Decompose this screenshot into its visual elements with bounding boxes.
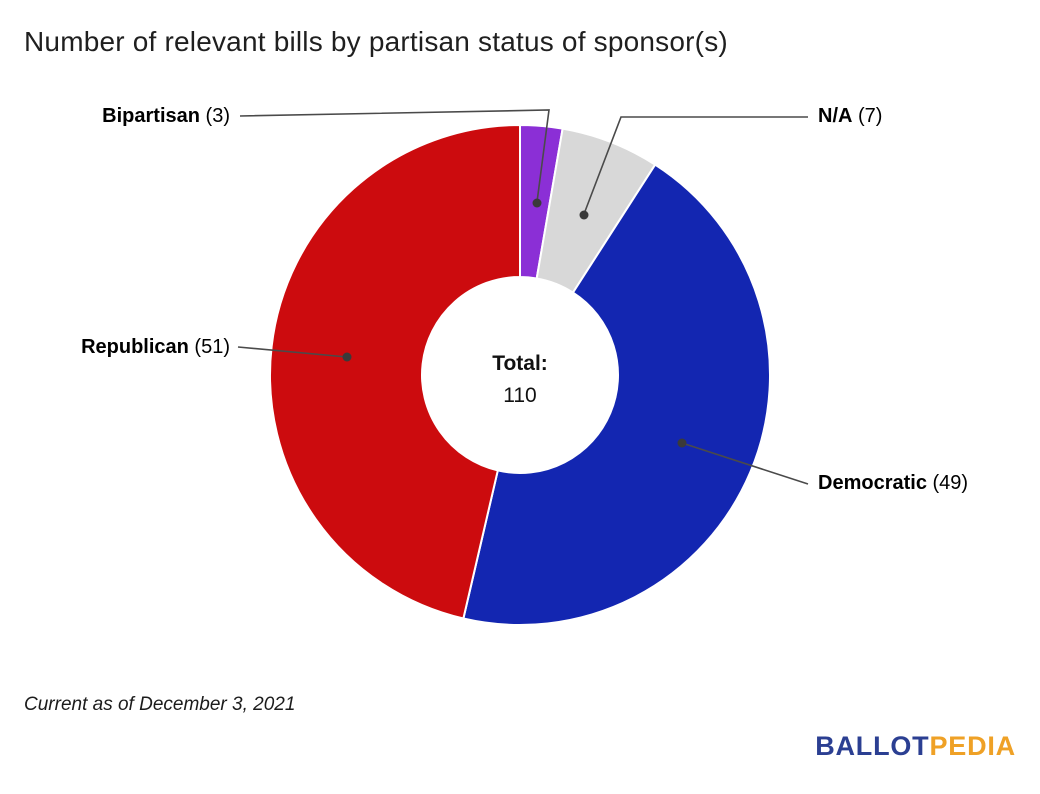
leader-dot-democratic bbox=[677, 438, 687, 448]
footer-note: Current as of December 3, 2021 bbox=[24, 694, 296, 715]
total-value: 110 bbox=[503, 384, 537, 407]
label-bipartisan: Bipartisan (3) bbox=[102, 104, 230, 128]
label-republican-count: (51) bbox=[194, 336, 230, 358]
logo-pedia: PEDIA bbox=[929, 731, 1016, 761]
logo-ballot: BALLOT bbox=[815, 731, 930, 761]
page-title: Number of relevant bills by partisan sta… bbox=[24, 26, 728, 57]
leader-line-democratic bbox=[681, 442, 809, 485]
label-republican-name: Republican bbox=[81, 336, 189, 358]
leader-line-republican bbox=[237, 346, 348, 358]
leader-dot-n-a bbox=[579, 210, 589, 220]
donut-slices bbox=[269, 123, 771, 626]
slice-republican bbox=[269, 123, 521, 620]
leader-line-bipartisan bbox=[239, 109, 550, 203]
leader-lines bbox=[237, 109, 809, 485]
label-na: N/A (7) bbox=[818, 104, 882, 128]
slice-democratic bbox=[462, 163, 771, 626]
label-na-name: N/A bbox=[818, 105, 853, 127]
leader-dot-republican bbox=[342, 352, 352, 362]
label-na-count: (7) bbox=[858, 105, 883, 127]
leader-line-n-a bbox=[583, 116, 808, 215]
label-democratic: Democratic (49) bbox=[818, 471, 968, 495]
label-democratic-count: (49) bbox=[932, 472, 969, 494]
ballotpedia-logo: BALLOTPEDIA bbox=[815, 731, 1016, 762]
leader-dot-bipartisan bbox=[532, 198, 542, 208]
label-republican: Republican (51) bbox=[81, 335, 230, 359]
label-democratic-name: Democratic bbox=[818, 472, 927, 494]
label-bipartisan-name: Bipartisan bbox=[102, 105, 200, 127]
label-bipartisan-count: (3) bbox=[205, 105, 230, 127]
total-label: Total: bbox=[492, 352, 548, 375]
donut-center-text: Total: 110 bbox=[440, 348, 600, 412]
